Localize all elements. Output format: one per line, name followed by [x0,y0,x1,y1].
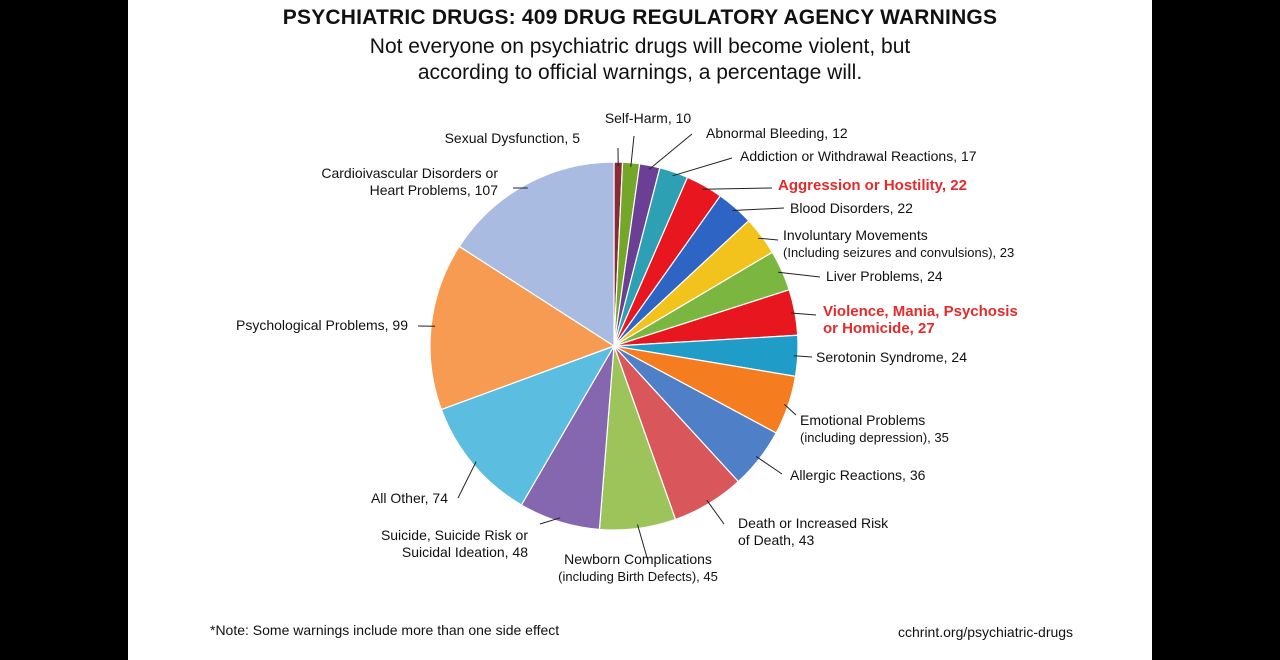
slice-label: Cardioivascular Disorders or Heart Proble… [321,165,498,198]
leader-line [758,237,779,241]
leader-line [706,499,725,525]
leader-line [793,355,813,358]
slice-label: Death or Increased Risk of Death, 43 [738,515,889,548]
pie-slice [440,344,616,506]
slice-label: Abnormal Bleeding, 12 [706,125,848,141]
leader-line [457,461,477,499]
source-url: cchrint.org/psychiatric-drugs [898,624,1074,640]
slice-label: Involuntary Movements (Including seizures… [783,227,1014,260]
leader-line [783,403,797,416]
slice-label: Blood Disorders, 22 [790,200,913,216]
leader-line [702,187,773,190]
pie-slice [458,161,615,348]
leader-line [648,133,693,170]
leader-line [755,455,783,475]
slice-label: Violence, Mania, Psychosis or Homicide, 2… [823,303,1018,337]
footnote: *Note: Some warnings include more than o… [210,622,560,638]
slice-label: Liver Problems, 24 [826,268,943,284]
leader-line [630,135,635,167]
slice-label: Emotional Problems (including depression)… [800,412,949,445]
leader-line [672,157,733,177]
slice-label: All Other, 74 [371,490,448,506]
slice-label: Aggression or Hostility, 22 [778,177,967,194]
leader-line [637,524,649,562]
slice-label: Suicide, Suicide Risk or Suicidal Ideatio… [381,527,528,560]
slice-label: Self-Harm, 10 [605,110,692,126]
leader-line [790,312,817,316]
leader-line [778,271,821,278]
leader-line [732,207,785,211]
slice-label: Newborn Complications (including Birth De… [558,551,718,584]
chart-title: PSYCHIATRIC DRUGS: 409 DRUG REGULATORY A… [282,6,998,29]
leader-line [539,517,561,525]
chart-panel: PSYCHIATRIC DRUGS: 409 DRUG REGULATORY A… [128,0,1152,660]
slice-label: Addiction or Withdrawal Reactions, 17 [740,148,977,164]
pie-chart: Sexual Dysfunction, 5 Self-Harm, 10 Abnorm… [236,110,1018,584]
chart-subtitle: Not everyone on psychiatric drugs will b… [369,35,911,84]
slice-label: Psychological Problems, 99 [236,317,408,333]
slice-label: Serotonin Syndrome, 24 [816,349,967,365]
slice-label: Allergic Reactions, 36 [790,467,926,483]
slice-label: Sexual Dysfunction, 5 [445,130,581,146]
